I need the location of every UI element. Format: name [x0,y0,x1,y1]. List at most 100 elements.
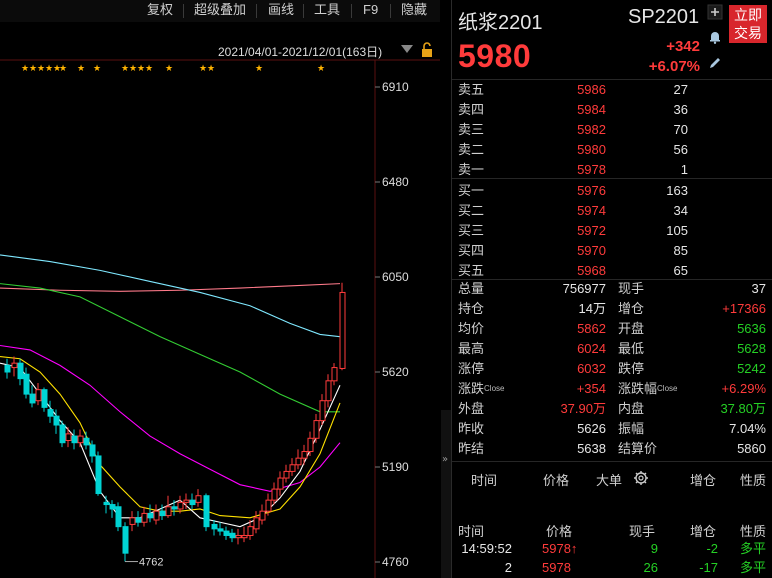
fuquan-button[interactable]: 复权 [147,2,174,17]
divider [452,79,772,80]
candle-body [147,512,154,519]
level-label: 买二 [458,203,485,218]
stat-label: 结算价 [618,441,658,456]
order-book-row[interactable]: 买三 5972 105 [452,221,772,241]
toolbar-divider [351,4,352,18]
candle-body [319,400,326,422]
star-icon: ★ [199,64,207,74]
trade-now-button[interactable]: 立即 交易 [729,5,767,43]
level-volume: 56 [673,142,688,157]
stat-row-left: 均价 5862 [452,319,772,339]
stat-value: 756977 [562,281,606,296]
stat-label: 增仓 [618,301,645,316]
stat-value: +17366 [722,301,766,316]
candle-body [339,291,346,369]
order-book-row[interactable]: 卖五 5986 27 [452,80,772,100]
stat-label: 外盘 [458,401,485,416]
stat-row-left: 涨停 6032 [452,359,772,379]
level-label: 卖四 [458,102,485,117]
order-book-row[interactable]: 买二 5974 34 [452,201,772,221]
edit-icon[interactable] [707,55,723,71]
candle-body [103,501,110,506]
lock-icon[interactable] [420,42,434,58]
star-icon: ★ [29,64,37,74]
star-icon: ★ [37,64,45,74]
level-label: 卖二 [458,142,485,157]
order-book-row[interactable]: 买四 5970 85 [452,241,772,261]
stat-row-left: 总量 756977 [452,279,772,299]
star-icon: ★ [137,64,145,74]
trade-row[interactable]: 14:59:52 5978↑ 9 -2 多平 [452,539,772,559]
stat-value: 5636 [737,321,766,336]
candle-body [177,501,184,510]
trade-volume: 26 [643,560,658,575]
gear-icon[interactable] [633,470,649,486]
stat-label: 涨跌Close [458,381,505,396]
date-range-dropdown-icon[interactable] [401,45,413,53]
price-axis-label: 5620 [382,365,409,379]
candle-body [235,534,242,539]
trade-row[interactable]: 2 5978 26 -17 多平 [452,558,772,578]
bell-icon[interactable] [707,29,723,45]
star-icon: ★ [93,64,101,74]
trades-col-price: 价格 [546,524,573,539]
stat-value: 37 [751,281,766,296]
level-price: 5982 [577,122,606,137]
trades-col-type: 性质 [740,524,767,539]
stat-label: 涨跌幅Close [618,381,678,396]
candle-body [271,488,278,501]
candle-body [229,532,236,539]
date-range-label[interactable]: 2021/04/01-2021/12/01(163日) [218,45,383,59]
level-volume: 105 [666,223,688,238]
candle-body [95,455,102,495]
star-icon: ★ [129,64,137,74]
trade-button-line1: 立即 [734,7,762,23]
level-volume: 1 [680,162,688,177]
add-icon[interactable] [707,4,723,20]
stat-value: 5862 [577,321,606,336]
star-icon: ★ [207,64,215,74]
stat-value: 5860 [737,441,766,456]
stat-row-right: 最低 5628 [452,339,772,359]
trades-col-oi: 增仓 [690,524,717,539]
order-book-row[interactable]: 买一 5976 163 [452,181,772,201]
candle-body [203,495,210,528]
ma-magenta-line [0,344,341,492]
order-book-row[interactable]: 卖二 5980 56 [452,140,772,160]
col-price: 价格 [543,473,570,488]
order-book-row[interactable]: 卖四 5984 36 [452,100,772,120]
order-book-row[interactable]: 卖三 5982 70 [452,120,772,140]
candle-body [259,510,266,521]
f9-button[interactable]: F9 [363,2,379,17]
star-icon: ★ [21,64,29,74]
level-price: 5970 [577,243,606,258]
level-price: 5980 [577,142,606,157]
tools-button[interactable]: 工具 [314,2,341,17]
candle-body [17,362,24,380]
hide-button[interactable]: 隐藏 [401,2,428,17]
panel-divider [451,0,452,578]
last-price: 5980 [458,38,532,74]
collapse-panel-handle[interactable]: » [441,410,451,578]
stat-row-right: 跌停 5242 [452,359,772,379]
candle-body [313,420,320,439]
price-axis-label: 5190 [382,460,409,474]
order-book-row[interactable]: 买五 5968 65 [452,261,772,281]
candle-body [122,526,129,554]
stat-row-right: 增仓 +17366 [452,299,772,319]
star-icon: ★ [317,64,325,74]
toolbar-divider [390,4,391,18]
level-volume: 70 [673,122,688,137]
stat-value: +354 [576,381,606,396]
draw-line-button[interactable]: 画线 [268,2,295,17]
stat-label: 跌停 [618,361,645,376]
candle-body [289,464,296,472]
stat-label: 最高 [458,341,485,356]
stat-label: 昨收 [458,421,485,436]
order-book-row[interactable]: 卖一 5978 1 [452,160,772,180]
toolbar-divider [256,4,257,18]
candle-body [23,373,30,395]
contract-name: 纸浆2201 [458,12,543,34]
super-overlay-button[interactable]: 超级叠加 [194,2,247,17]
